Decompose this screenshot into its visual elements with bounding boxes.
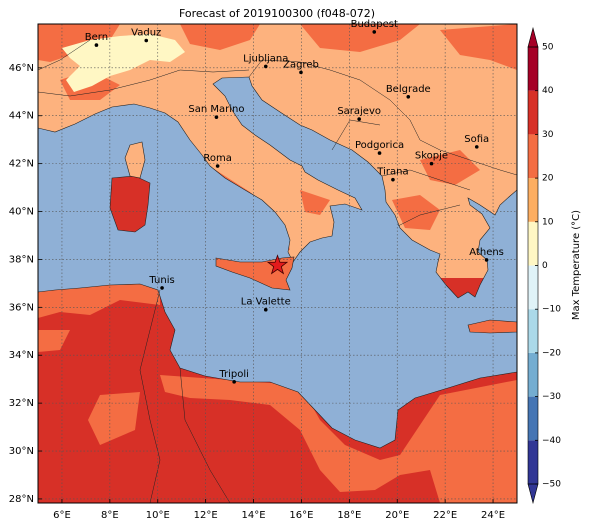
city-label: Tripoli [218, 369, 249, 380]
colorbar-tick-label: 10 [542, 217, 554, 227]
city-label: San Marino [188, 104, 244, 115]
x-tick-label: 14°E [242, 510, 266, 521]
city-label: La Valette [241, 297, 291, 308]
x-tick-label: 16°E [289, 510, 313, 521]
y-tick-label: 32°N [9, 398, 34, 409]
x-tick-label: 24°E [481, 510, 505, 521]
colorbar-bin [528, 396, 538, 441]
colorbar-bin [528, 134, 538, 179]
colorbar-tick-label: 50 [542, 43, 554, 53]
crete [467, 319, 517, 334]
city-dot [160, 286, 164, 290]
city-label: Sarajevo [337, 106, 381, 117]
colorbar-tick-label: −30 [542, 392, 561, 402]
y-tick-label: 30°N [9, 446, 34, 457]
x-tick-label: 6°E [53, 510, 71, 521]
location-marker [266, 254, 289, 275]
city-dot [215, 164, 220, 168]
city-dot [94, 43, 99, 47]
cool-area [62, 34, 185, 92]
colorbar-bin [528, 440, 538, 484]
colorbar-bin [528, 265, 538, 310]
colorbar-label: Max Temperature (°C) [571, 210, 582, 320]
y-tick-label: 36°N [9, 302, 34, 313]
y-tick-label: 38°N [9, 254, 34, 265]
y-tick-label: 28°N [9, 494, 34, 505]
colorbar-tick-label: 20 [542, 174, 554, 184]
city-dot [263, 307, 268, 312]
colorbar-tick-label: −50 [542, 480, 561, 490]
city-label: Ljubljana [243, 53, 288, 64]
y-tick-label: 46°N [9, 63, 34, 74]
y-tick-label: 34°N [9, 350, 34, 361]
city-label: Skopje [415, 151, 448, 162]
city-label: Bern [85, 32, 108, 43]
colorbar-extend [527, 483, 539, 505]
x-tick-label: 22°E [433, 510, 457, 521]
warm-area [38, 24, 517, 100]
colorbar-bin [528, 309, 538, 353]
corsica [124, 141, 146, 179]
city-dot [391, 177, 395, 182]
city-label: Belgrade [386, 84, 431, 95]
x-tick-label: 20°E [385, 510, 409, 521]
map-frame [37, 23, 518, 504]
x-tick-label: 8°E [101, 510, 119, 521]
colorbar-bin [528, 221, 538, 266]
graticule [38, 24, 517, 503]
city-label: Roma [203, 153, 232, 164]
map-layer [38, 24, 517, 503]
city-label: Tunis [148, 275, 174, 286]
y-tick-label: 40°N [9, 207, 34, 218]
sardinia [109, 175, 151, 233]
city-dot [232, 380, 236, 384]
x-tick-label: 12°E [194, 510, 218, 521]
city-label: Athens [469, 247, 504, 258]
y-tick-label: 42°N [9, 159, 34, 170]
map-title: Forecast of 2019100300 (f048-072) [179, 7, 375, 20]
y-tick-label: 44°N [9, 111, 34, 122]
city-dot [214, 115, 219, 119]
city-label: Tirana [376, 167, 408, 178]
city-dot [263, 64, 268, 69]
colorbar-bin [528, 352, 538, 397]
city-label: Zagreb [283, 59, 319, 70]
colorbar-tick-label: −40 [542, 436, 561, 446]
colorbar-bin [528, 90, 538, 135]
colorbar-bin [528, 178, 538, 222]
city-dot [484, 258, 489, 262]
colorbar-extend [527, 26, 539, 48]
city-dot [406, 95, 411, 99]
city-label: Podgorica [355, 140, 404, 151]
city-dot [429, 161, 434, 166]
city-dot [144, 38, 149, 43]
city-dot [377, 151, 382, 155]
city-dot [474, 145, 479, 149]
colorbar: −50 −40 −30 −20 −10 0 10 20 30 40 50 [527, 26, 561, 505]
colorbar-bin [528, 47, 538, 91]
colorbar-tick-label: −10 [542, 305, 561, 315]
colorbar-tick-label: 30 [542, 130, 554, 140]
city-label: Vaduz [131, 28, 161, 39]
x-tick-label: 18°E [337, 510, 361, 521]
city-dot [299, 70, 303, 75]
colorbar-tick-label: 40 [542, 86, 554, 96]
borders [38, 39, 517, 503]
warm-area [38, 280, 517, 503]
colorbar-tick-label: −20 [542, 348, 561, 358]
city-label: Sofia [464, 134, 489, 145]
x-tick-label: 10°E [146, 510, 170, 521]
city-dot [357, 117, 361, 121]
colorbar-tick-label: 0 [542, 261, 548, 271]
city-dot [372, 30, 377, 34]
